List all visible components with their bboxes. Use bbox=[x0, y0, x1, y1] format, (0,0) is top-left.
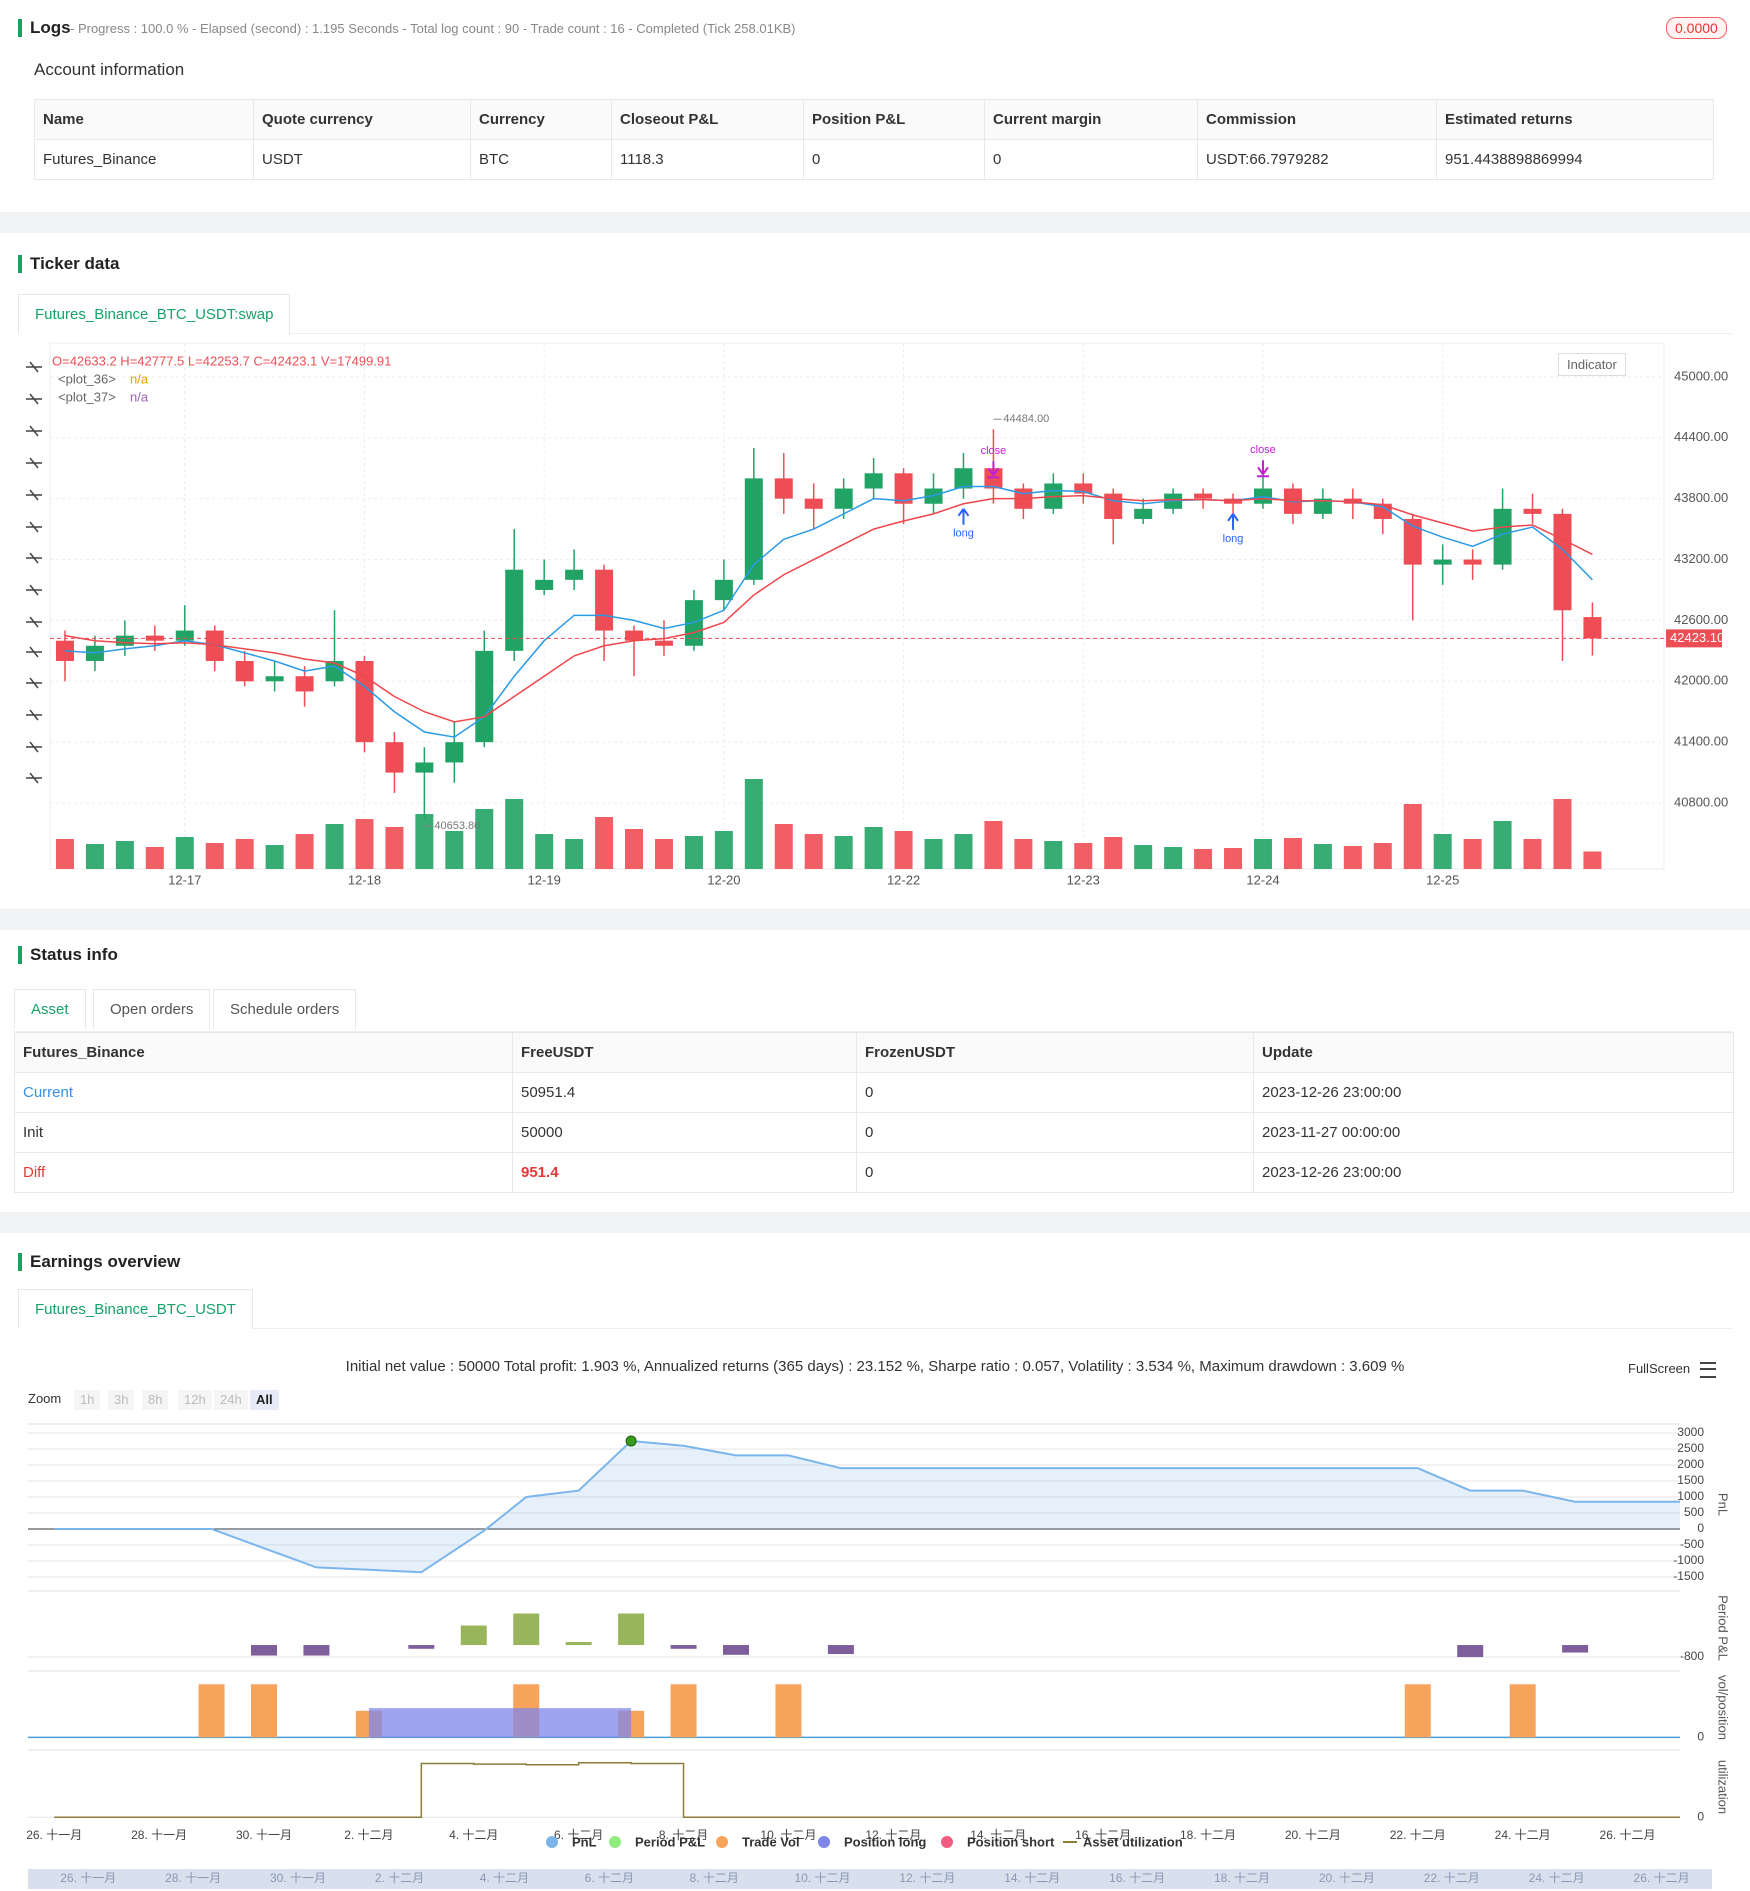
accent bbox=[18, 1253, 22, 1271]
logs-section: Logs - Progress : 100.0 % - Elapsed (sec… bbox=[0, 0, 1750, 212]
logs-status: - Progress : 100.0 % - Elapsed (second) … bbox=[70, 21, 796, 36]
status-section: Status info Asset Open orders Schedule ord… bbox=[0, 930, 1750, 1212]
cell: 50000 bbox=[512, 1112, 857, 1153]
tab-line bbox=[18, 333, 1732, 334]
cell: Diff bbox=[14, 1152, 513, 1193]
accent bbox=[18, 19, 22, 37]
menu-icon[interactable] bbox=[1700, 1362, 1716, 1378]
column-header: FreeUSDT bbox=[512, 1032, 857, 1073]
row: Futures_Binance USDT BTC 1118.3 0 0 USDT:66.79… bbox=[34, 139, 1714, 180]
cell: 951.4 bbox=[512, 1152, 857, 1193]
status-tab[interactable]: Open orders bbox=[93, 989, 211, 1029]
zoom-button[interactable]: 3h bbox=[108, 1390, 135, 1410]
earnings-tab[interactable]: Futures_Binance_BTC_USDT bbox=[18, 1289, 253, 1329]
cell: 1118.3 bbox=[611, 139, 804, 180]
ticker-title: Ticker data bbox=[30, 254, 120, 273]
column-header: FrozenUSDT bbox=[856, 1032, 1254, 1073]
status-table: Futures_Binance FreeUSDT FrozenUSDT Update C… bbox=[14, 1032, 1734, 1193]
column-header: Current margin bbox=[984, 99, 1198, 140]
account-title: Account information bbox=[34, 60, 185, 79]
cell: Current bbox=[14, 1072, 513, 1113]
row: Init 50000 0 2023-11-27 00:00:00 bbox=[14, 1112, 1734, 1153]
header-row: Futures_Binance FreeUSDT FrozenUSDT Update bbox=[14, 1032, 1734, 1073]
tab-line bbox=[18, 1328, 1732, 1329]
cell: 0 bbox=[984, 139, 1198, 180]
cell: Futures_Binance bbox=[34, 139, 254, 180]
zoom-button[interactable]: All bbox=[250, 1390, 279, 1410]
zoom-button[interactable]: 24h bbox=[214, 1390, 248, 1410]
column-header: Closeout P&L bbox=[611, 99, 804, 140]
column-header: Update bbox=[1253, 1032, 1734, 1073]
status-title: Status info bbox=[30, 945, 118, 964]
logs-title: Logs bbox=[30, 18, 71, 37]
row: Diff 951.4 0 2023-12-26 23:00:00 bbox=[14, 1152, 1734, 1193]
column-header: Commission bbox=[1197, 99, 1437, 140]
cell: USDT:66.7979282 bbox=[1197, 139, 1437, 180]
indicator-button[interactable]: Indicator bbox=[1558, 353, 1626, 376]
earnings-section: Earnings overview Futures_Binance_BTC_US… bbox=[0, 1233, 1750, 1891]
zoom-label: Zoom bbox=[28, 1391, 62, 1406]
row: Current 50951.4 0 2023-12-26 23:00:00 bbox=[14, 1072, 1734, 1113]
column-header: Estimated returns bbox=[1436, 99, 1714, 140]
cell: 2023-11-27 00:00:00 bbox=[1253, 1112, 1734, 1153]
tab-line bbox=[14, 1031, 1733, 1032]
fullscreen[interactable]: FullScreen bbox=[1628, 1361, 1691, 1376]
summary: Initial net value : 50000 Total profit: … bbox=[345, 1358, 1405, 1375]
cell: 2023-12-26 23:00:00 bbox=[1253, 1072, 1734, 1113]
header-row: Name Quote currency Currency Closeout P&L Po… bbox=[34, 99, 1714, 140]
badge: 0.0000 bbox=[1666, 17, 1727, 39]
cell: 0 bbox=[803, 139, 985, 180]
column-header: Name bbox=[34, 99, 254, 140]
cell: BTC bbox=[470, 139, 612, 180]
accent bbox=[18, 255, 22, 273]
zoom-button[interactable]: 8h bbox=[142, 1390, 169, 1410]
column-header: Position P&L bbox=[803, 99, 985, 140]
status-tab[interactable]: Schedule orders bbox=[213, 989, 357, 1029]
zoom-button[interactable]: 1h bbox=[74, 1390, 101, 1410]
ticker-section: Ticker data Futures_Binance_BTC_USDT:swa… bbox=[0, 233, 1750, 909]
cell: USDT bbox=[253, 139, 471, 180]
column-header: Futures_Binance bbox=[14, 1032, 513, 1073]
cell: 0 bbox=[856, 1112, 1254, 1153]
cell: 0 bbox=[856, 1072, 1254, 1113]
menu-bar bbox=[1700, 1368, 1716, 1370]
zoom-button[interactable]: 12h bbox=[178, 1390, 212, 1410]
earnings-title: Earnings overview bbox=[30, 1252, 181, 1271]
cell: 50951.4 bbox=[512, 1072, 857, 1113]
column-header: Quote currency bbox=[253, 99, 471, 140]
account-table: Name Quote currency Currency Closeout P&L Po… bbox=[34, 99, 1714, 180]
status-tab[interactable]: Asset bbox=[14, 989, 86, 1029]
ticker-tab[interactable]: Futures_Binance_BTC_USDT:swap bbox=[18, 294, 291, 334]
cell: Init bbox=[14, 1112, 513, 1153]
cell: 2023-12-26 23:00:00 bbox=[1253, 1152, 1734, 1193]
column-header: Currency bbox=[470, 99, 612, 140]
cell: 951.4438898869994 bbox=[1436, 139, 1714, 180]
accent bbox=[18, 946, 22, 964]
cell: 0 bbox=[856, 1152, 1254, 1193]
